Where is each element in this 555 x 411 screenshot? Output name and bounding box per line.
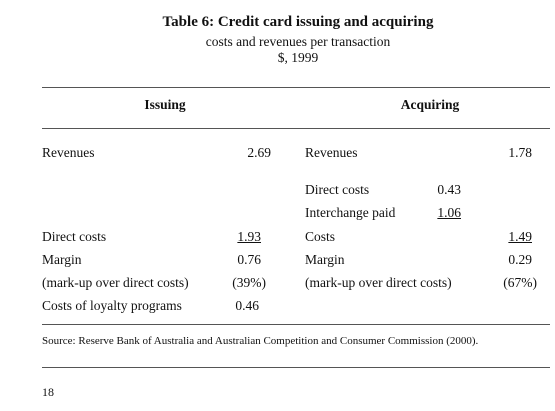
table-subtitle: costs and revenues per transaction (205, 34, 391, 49)
row-label: Direct costs (305, 182, 370, 197)
row-label: Costs of loyalty programs (42, 298, 182, 313)
row-value: (39%) (232, 275, 266, 290)
row-label: Revenues (42, 145, 95, 160)
table-title: Table 6: Credit card issuing and acquiri… (162, 14, 434, 30)
table-unit: $, 1999 (277, 50, 319, 65)
row-value: 1.06 (437, 205, 461, 220)
source-note: Source: Reserve Bank of Australia and Au… (42, 335, 479, 347)
row-value: 0.29 (508, 252, 532, 267)
row-value: 0.76 (237, 252, 261, 267)
rule (42, 128, 550, 129)
column-header: Issuing (144, 97, 186, 112)
page-number: 18 (42, 385, 54, 399)
rule (42, 324, 550, 325)
row-label: Costs (305, 229, 336, 244)
row-label: Margin (305, 252, 345, 267)
rule (42, 87, 550, 88)
row-value: 0.43 (437, 182, 461, 197)
row-value: 1.78 (508, 145, 532, 160)
row-label: Interchange paid (305, 205, 396, 220)
rule (42, 367, 550, 368)
row-value: 1.93 (237, 229, 261, 244)
row-value: 1.49 (508, 229, 532, 244)
row-value: 0.46 (235, 298, 259, 313)
row-value: (67%) (503, 275, 537, 290)
row-label: Direct costs (42, 229, 107, 244)
row-label: Margin (42, 252, 82, 267)
row-value: 2.69 (247, 145, 271, 160)
column-header: Acquiring (400, 97, 460, 112)
row-label: (mark-up over direct costs) (42, 275, 189, 290)
row-label: (mark-up over direct costs) (305, 275, 452, 290)
row-label: Revenues (305, 145, 358, 160)
